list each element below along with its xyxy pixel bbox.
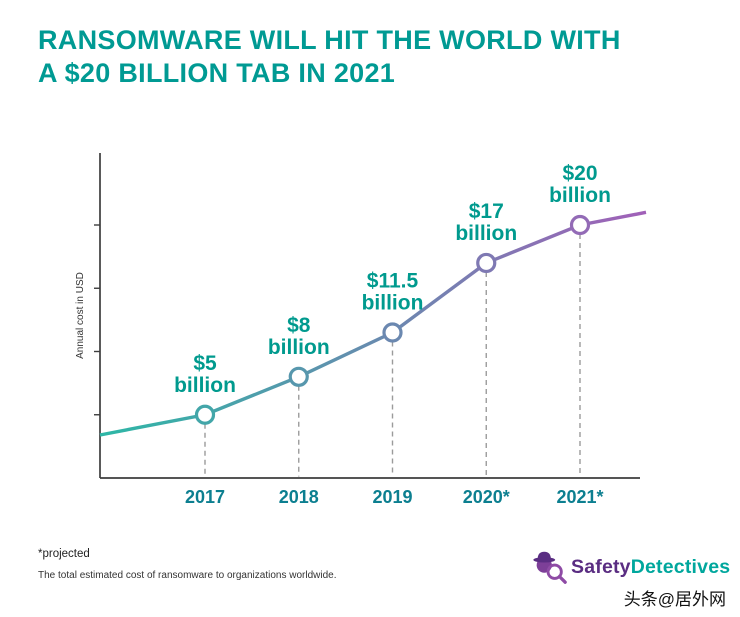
value-label-unit: billion — [268, 336, 330, 359]
page-title: RANSOMWARE WILL HIT THE WORLD WITH A $20 … — [38, 24, 621, 90]
logo-text-detectives: Detectives — [630, 555, 731, 578]
detective-icon — [533, 551, 567, 584]
value-label-unit: billion — [455, 222, 517, 245]
value-label: $20 — [562, 162, 597, 185]
data-point — [476, 252, 497, 274]
title-line-2: A $20 BILLION TAB IN 2021 — [38, 58, 396, 88]
ransomware-cost-line-chart: $5billion$8billion$11.5billion$17billion… — [75, 153, 647, 507]
logo-text-safety: Safety — [571, 555, 631, 578]
source-footnote: The total estimated cost of ransomware t… — [38, 570, 337, 581]
value-label: $17 — [469, 200, 504, 223]
magnifier-handle — [557, 574, 567, 584]
value-label-unit: billion — [174, 374, 236, 397]
value-label: $11.5 — [367, 270, 419, 293]
data-point — [194, 404, 216, 425]
x-tick-label: 2020* — [463, 487, 510, 507]
logo-text: SafetyDetectives — [571, 556, 730, 579]
data-point — [569, 214, 591, 236]
x-tick-label: 2017 — [185, 487, 225, 507]
trend-line — [99, 210, 647, 437]
detective-hat-brim — [533, 557, 556, 563]
projected-footnote: *projected — [38, 548, 90, 560]
value-label-unit: billion — [362, 292, 424, 315]
value-label-unit: billion — [549, 184, 611, 207]
x-tick-label: 2021* — [556, 487, 603, 507]
data-point — [382, 322, 403, 343]
watermark: 头条@居外网 — [623, 590, 726, 609]
value-label: $8 — [287, 314, 311, 337]
value-label: $5 — [193, 352, 217, 375]
x-tick-label: 2019 — [372, 487, 412, 507]
title-line-1: RANSOMWARE WILL HIT THE WORLD WITH — [38, 25, 621, 55]
x-tick-label: 2018 — [279, 487, 319, 507]
footnotes: *projected The total estimated cost of r… — [38, 548, 336, 581]
magnifier-lens — [546, 563, 563, 580]
safety-detectives-logo: SafetyDetectives — [530, 548, 730, 586]
data-point — [288, 366, 309, 387]
y-axis-title: Annual cost in USD — [75, 272, 86, 359]
